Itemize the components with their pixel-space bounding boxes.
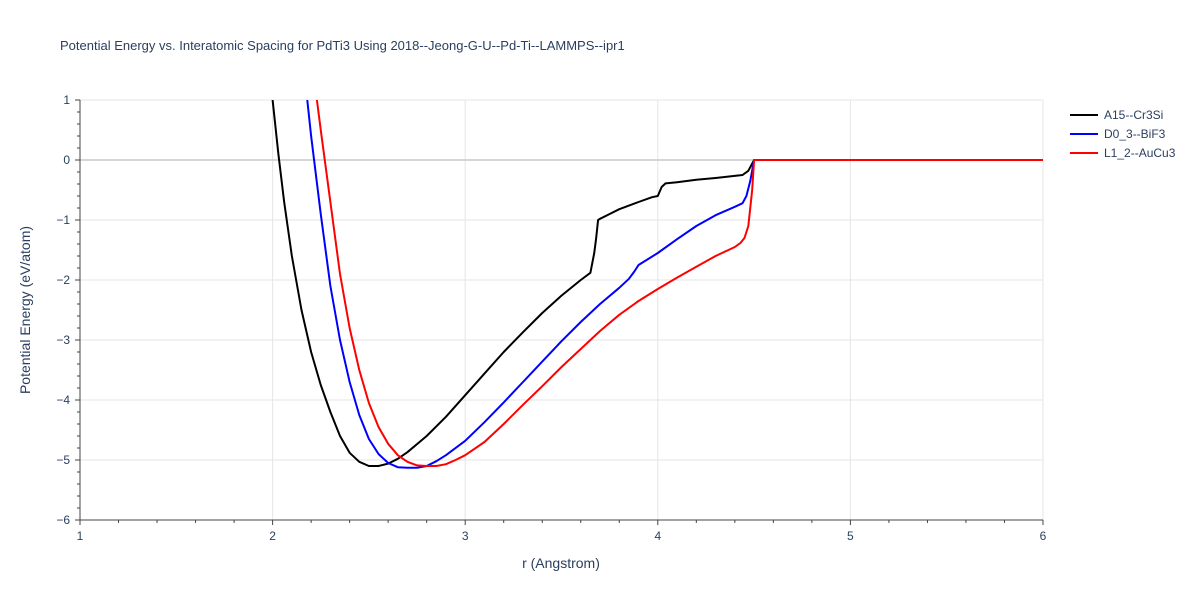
series-line-2 bbox=[315, 100, 1043, 467]
tick-labels: 1 2 3 4 5 6 1 0 −1 −2 −3 −4 −5 −6 bbox=[56, 93, 1046, 543]
series-lines bbox=[271, 100, 1043, 469]
legend-item[interactable]: L1_2--AuCu3 bbox=[1070, 146, 1176, 160]
axes bbox=[75, 99, 1044, 525]
x-tick-label: 6 bbox=[1040, 529, 1047, 543]
legend[interactable]: A15--Cr3Si D0_3--BiF3 L1_2--AuCu3 bbox=[1070, 108, 1176, 160]
y-axis-title: Potential Energy (eV/atom) bbox=[17, 226, 33, 394]
x-axis-title: r (Angstrom) bbox=[522, 555, 600, 571]
legend-label: A15--Cr3Si bbox=[1104, 108, 1163, 122]
y-tick-label: 1 bbox=[63, 93, 70, 107]
x-tick-label: 2 bbox=[269, 529, 276, 543]
x-tick-label: 1 bbox=[77, 529, 84, 543]
x-tick-label: 4 bbox=[654, 529, 661, 543]
y-tick-label: −5 bbox=[56, 453, 70, 467]
x-tick-label: 3 bbox=[462, 529, 469, 543]
series-line-0 bbox=[271, 100, 1043, 467]
legend-label: D0_3--BiF3 bbox=[1104, 127, 1166, 141]
series-line-1 bbox=[306, 100, 1043, 469]
legend-label: L1_2--AuCu3 bbox=[1104, 146, 1176, 160]
chart-title: Potential Energy vs. Interatomic Spacing… bbox=[60, 38, 625, 53]
legend-item[interactable]: A15--Cr3Si bbox=[1070, 108, 1163, 122]
y-tick-label: 0 bbox=[63, 153, 70, 167]
x-tick-label: 5 bbox=[847, 529, 854, 543]
y-tick-label: −2 bbox=[56, 273, 70, 287]
y-tick-label: −6 bbox=[56, 513, 70, 527]
y-tick-label: −1 bbox=[56, 213, 70, 227]
y-tick-label: −4 bbox=[56, 393, 70, 407]
y-tick-label: −3 bbox=[56, 333, 70, 347]
legend-item[interactable]: D0_3--BiF3 bbox=[1070, 127, 1166, 141]
